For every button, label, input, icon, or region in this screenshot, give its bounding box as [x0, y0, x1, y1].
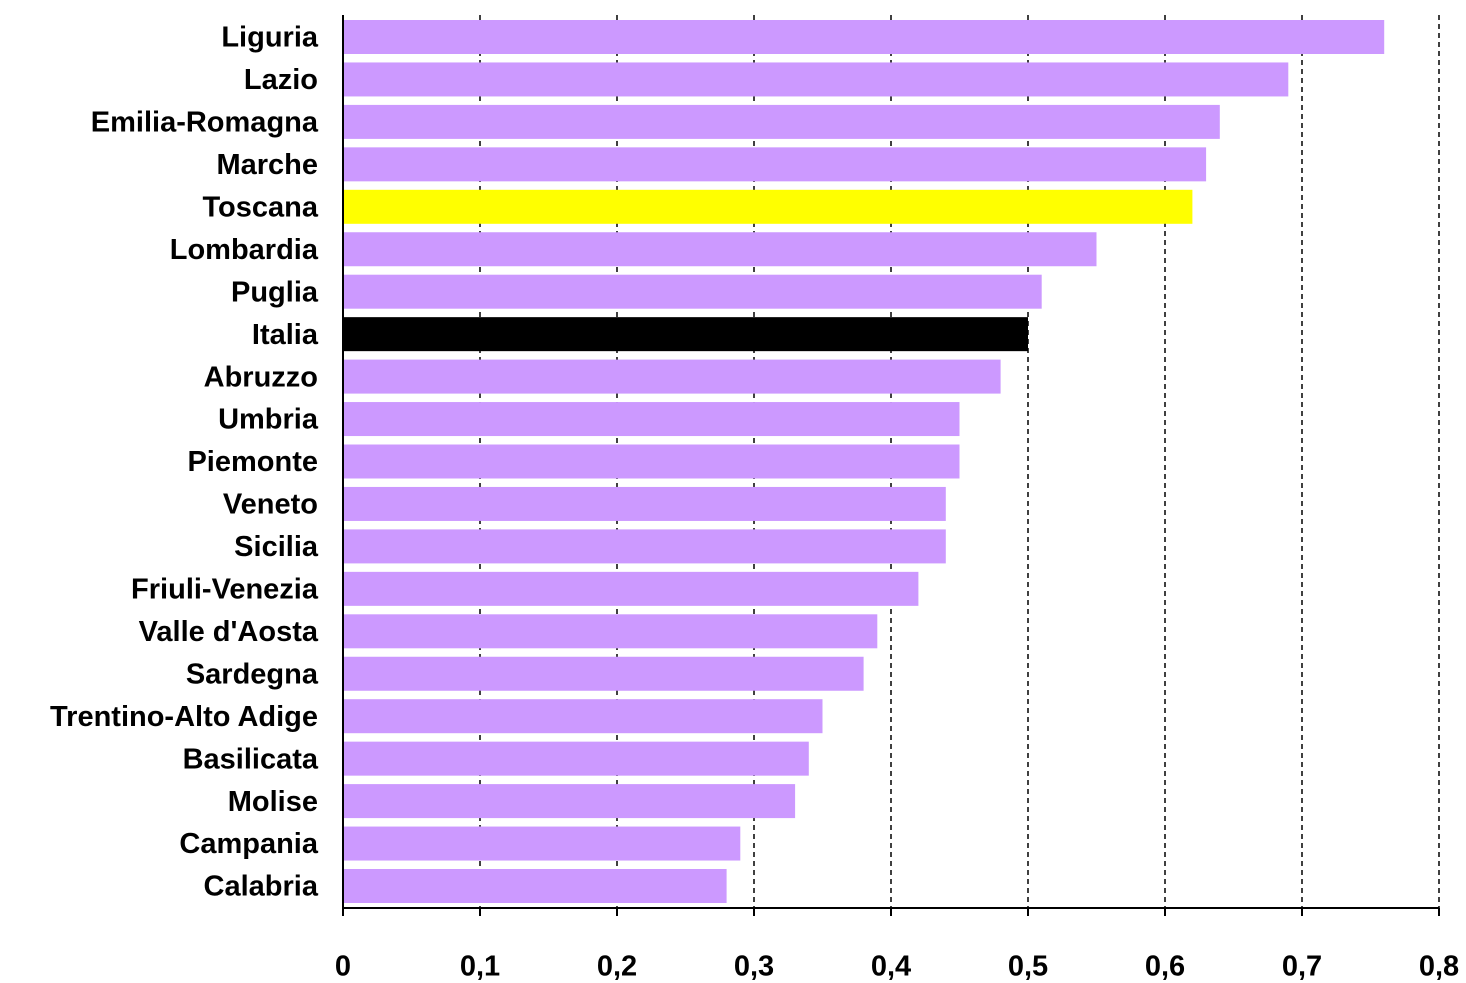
- bar: [343, 20, 1385, 54]
- y-tick-label: Toscana: [202, 191, 318, 223]
- x-tick-label: 0,1: [460, 951, 500, 983]
- y-tick-label: Emilia-Romagna: [91, 107, 319, 139]
- bar: [343, 444, 960, 479]
- y-tick-label: Molise: [228, 786, 318, 818]
- y-tick-label: Calabria: [204, 871, 319, 903]
- x-tick-label: 0,4: [871, 951, 911, 983]
- bar: [343, 699, 823, 734]
- y-tick-label: Marche: [216, 149, 318, 181]
- x-tick-label: 0,3: [734, 951, 774, 983]
- bar: [343, 402, 960, 437]
- y-tick-label: Trentino-Alto Adige: [50, 701, 318, 733]
- x-tick-label: 0: [335, 951, 351, 983]
- bar: [343, 104, 1220, 139]
- y-tick-label: Lazio: [244, 64, 318, 96]
- bar: [343, 359, 1001, 394]
- y-tick-label: Abruzzo: [204, 361, 318, 393]
- y-tick-label: Lombardia: [170, 234, 319, 266]
- bar: [343, 614, 878, 649]
- y-tick-label: Campania: [179, 828, 318, 860]
- bar: [343, 486, 946, 521]
- y-tick-label: Liguria: [221, 22, 319, 54]
- bar: [343, 317, 1028, 352]
- x-tick-label: 0,8: [1419, 951, 1459, 983]
- x-tick-label: 0,2: [597, 951, 637, 983]
- bar: [343, 826, 741, 861]
- bar: [343, 869, 727, 903]
- y-tick-label: Sicilia: [234, 531, 319, 563]
- bar: [343, 232, 1097, 267]
- bar: [343, 62, 1289, 97]
- y-tick-label: Puglia: [231, 276, 319, 308]
- bar: [343, 274, 1042, 309]
- bar: [343, 147, 1207, 182]
- bar: [343, 529, 946, 564]
- x-tick-label: 0,7: [1282, 951, 1322, 983]
- y-tick-label: Sardegna: [186, 658, 319, 690]
- y-tick-label: Umbria: [218, 404, 319, 436]
- y-tick-label: Friuli-Venezia: [131, 574, 319, 606]
- bar: [343, 189, 1193, 224]
- x-tick-label: 0,6: [1145, 951, 1185, 983]
- x-tick-label: 0,5: [1008, 951, 1048, 983]
- y-tick-label: Italia: [252, 319, 319, 351]
- y-tick-label: Veneto: [223, 489, 318, 521]
- bar: [343, 784, 796, 819]
- bar: [343, 571, 919, 606]
- y-tick-label: Piemonte: [187, 446, 318, 478]
- bar: [343, 656, 864, 691]
- y-tick-label: Basilicata: [183, 743, 319, 775]
- y-tick-label: Valle d'Aosta: [139, 616, 319, 648]
- bar: [343, 741, 809, 776]
